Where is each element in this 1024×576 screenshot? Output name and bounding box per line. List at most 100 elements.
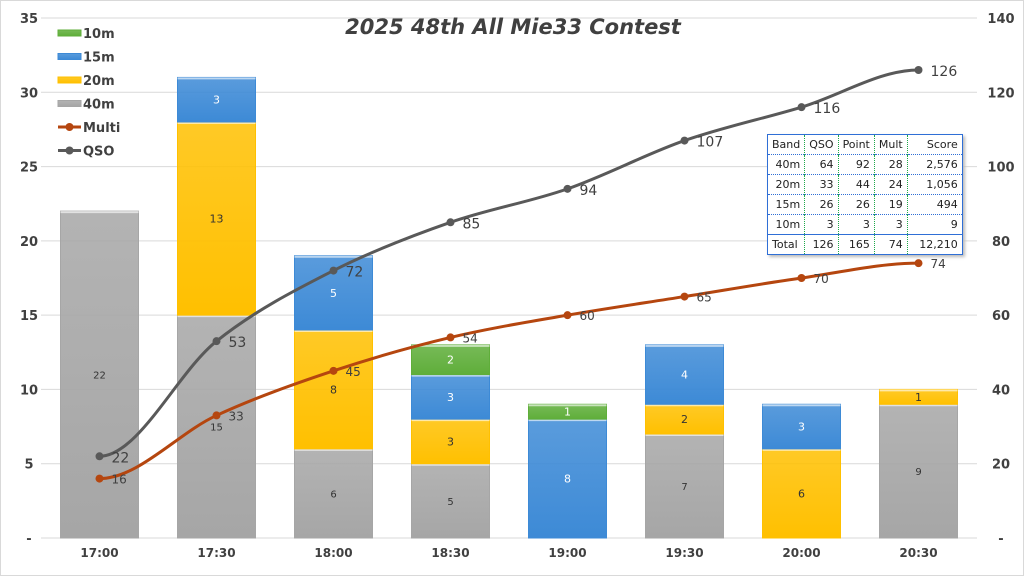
cell: 26 <box>837 194 875 215</box>
data-label-QSO: 94 <box>580 183 598 199</box>
table-row: 10m 3 3 3 9 <box>767 214 963 235</box>
data-label-QSO: 107 <box>697 135 724 151</box>
point-Multi <box>914 259 923 268</box>
cell: 3 <box>837 214 875 235</box>
point-Multi <box>212 411 221 420</box>
cell: 1,056 <box>906 174 963 195</box>
legend-label: 40m <box>83 98 115 113</box>
point-Multi <box>797 274 806 282</box>
y-tick-label: 25 <box>20 161 38 176</box>
cell: 24 <box>873 174 908 195</box>
cell: 2,576 <box>906 154 963 175</box>
data-label-Multi: 45 <box>346 365 361 379</box>
header-cell: Band <box>772 138 801 151</box>
data-label-QSO: 116 <box>814 101 841 117</box>
y2-tick-label: 120 <box>987 86 1014 101</box>
cell: 165 <box>837 234 875 255</box>
header-cell: Point <box>837 134 875 155</box>
bar-label: 5 <box>447 497 453 508</box>
legend-swatch-icon <box>57 53 82 60</box>
bar-label: 13 <box>210 213 224 226</box>
cell: 15m <box>767 194 805 215</box>
legend-swatch-icon <box>57 100 82 107</box>
cell: 3 <box>873 214 908 235</box>
legend-label: Multi <box>83 121 120 136</box>
legend-marker-icon <box>65 146 74 155</box>
y-tick-label: 30 <box>20 86 38 101</box>
chart-title: 2025 48th All Mie33 Contest <box>345 15 681 39</box>
bar-label: 2 <box>681 413 688 426</box>
bar-label: 22 <box>93 371 106 382</box>
bar-15m <box>645 344 724 405</box>
y2-tick-label: - <box>998 532 1003 547</box>
legend-swatch-icon <box>57 76 82 84</box>
legend-label: 20m <box>83 74 115 89</box>
data-label-Multi: 33 <box>229 409 244 423</box>
x-tick-label: 17:00 <box>80 546 118 560</box>
y-tick-label: 10 <box>20 383 38 398</box>
table-row: 15m 26 26 19 494 <box>767 194 963 215</box>
cell: 494 <box>906 194 963 215</box>
cell: 44 <box>837 174 875 195</box>
bar-15m <box>177 76 256 123</box>
point-QSO <box>212 337 221 346</box>
point-Multi <box>563 311 572 320</box>
point-QSO <box>914 66 923 74</box>
bar-20m <box>645 403 724 435</box>
data-label-Multi: 70 <box>814 272 829 286</box>
cell: 64 <box>804 154 839 175</box>
cell: 19 <box>873 194 908 215</box>
point-Multi <box>446 333 455 342</box>
cell: 3 <box>804 214 839 235</box>
y-tick-label: 5 <box>24 458 33 473</box>
bar-40m <box>177 314 256 539</box>
point-QSO <box>680 136 689 145</box>
cell: 26 <box>804 194 839 215</box>
bar-10m <box>411 344 490 376</box>
bar-label: 1 <box>915 391 922 404</box>
x-tick-label: 20:00 <box>782 546 820 560</box>
bar-label: 6 <box>330 489 336 500</box>
bar-label: 5 <box>330 287 337 300</box>
x-tick-label: 19:00 <box>548 546 586 560</box>
data-label-QSO: 22 <box>112 450 130 466</box>
bar-label: 3 <box>447 391 454 404</box>
y-tick-label: 15 <box>20 309 38 324</box>
data-label-QSO: 126 <box>931 64 958 80</box>
cell: 12,210 <box>906 234 963 255</box>
y2-tick-label: 80 <box>992 235 1010 250</box>
cell: Total <box>767 234 805 255</box>
x-tick-label: 18:30 <box>431 546 469 560</box>
bar-20m <box>177 121 256 316</box>
bar-label: 3 <box>213 94 220 107</box>
cell: 28 <box>873 154 908 175</box>
bar-label: 8 <box>330 383 337 396</box>
header-cell: QSO <box>804 134 839 155</box>
y2-tick-label: 20 <box>992 458 1010 473</box>
data-label-Multi: 74 <box>931 257 946 271</box>
line-Multi <box>99 261 919 481</box>
header-cell: Mult <box>873 134 908 155</box>
x-tick-label: 20:30 <box>899 546 937 560</box>
point-QSO <box>797 103 806 112</box>
legend-label: 15m <box>83 51 115 66</box>
point-QSO <box>95 452 104 461</box>
data-label-Multi: 54 <box>463 331 478 345</box>
y2-tick-label: 140 <box>987 12 1014 27</box>
table-header-row: Band QSO Point Mult Score <box>768 134 963 155</box>
point-Multi <box>329 366 338 375</box>
bar-label: 15 <box>210 423 223 434</box>
y2-tick-label: 100 <box>987 161 1014 176</box>
bar-label: 2 <box>447 354 454 367</box>
bar-40m <box>411 463 490 539</box>
y-tick-label: 20 <box>20 235 38 250</box>
data-label-QSO: 72 <box>346 265 364 281</box>
bar-20m <box>294 329 373 450</box>
y2-tick-label: 40 <box>992 383 1010 398</box>
legend-marker-icon <box>65 123 74 131</box>
bar-15m <box>528 418 607 539</box>
table-total-row: Total 126 165 74 12,210 <box>767 234 963 255</box>
bar-20m <box>762 448 841 539</box>
header-cell: Score <box>906 134 963 155</box>
cell: 9 <box>906 214 963 235</box>
